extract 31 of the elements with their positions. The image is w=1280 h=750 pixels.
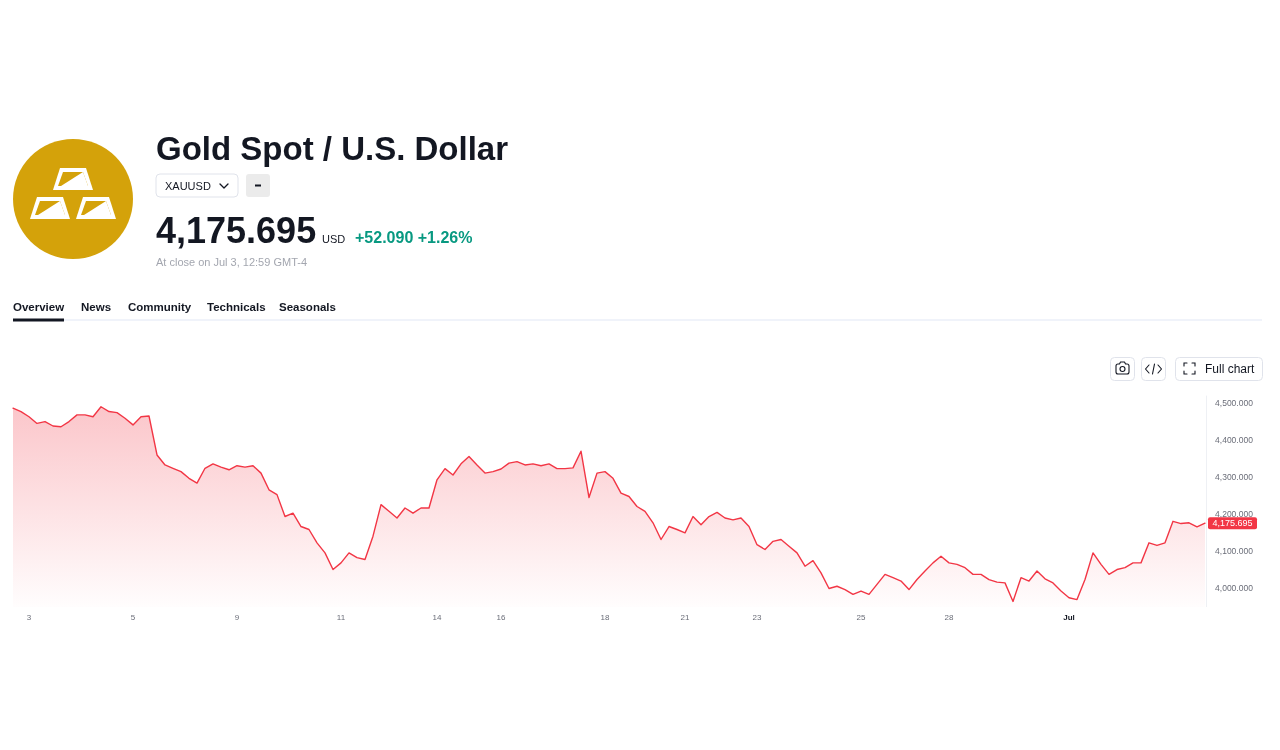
- x-tick-label: 11: [336, 613, 346, 622]
- x-tick-label: 14: [432, 613, 442, 622]
- text: At close on Jul 3, 12:59 GMT-4: [156, 256, 308, 268]
- x-tick-label: 9: [234, 613, 240, 622]
- x-tick-label: 5: [130, 613, 136, 622]
- text: 4,175.695: [156, 210, 317, 251]
- text: Community: [128, 301, 192, 313]
- text: Technicals: [207, 301, 266, 313]
- text: Full chart: [1205, 361, 1256, 376]
- y-tick-label: 4,100.000: [1215, 546, 1254, 557]
- text: News: [81, 301, 112, 313]
- y-tick-label: 4,500.000: [1215, 398, 1254, 409]
- x-tick-label: 23: [752, 613, 762, 622]
- x-tick-label: 3: [26, 613, 32, 622]
- x-tick-label: 16: [496, 613, 506, 622]
- x-tick-label: 21: [680, 613, 690, 622]
- x-tick-label: Jul: [1063, 613, 1075, 622]
- text: 4,175.695: [1212, 518, 1253, 529]
- text: USD: [322, 233, 346, 245]
- y-tick-label: 4,000.000: [1215, 583, 1254, 594]
- y-tick-label: 4,200.000: [1215, 509, 1254, 520]
- text: +52.090 +1.26%: [355, 229, 473, 246]
- x-tick-label: 28: [944, 613, 954, 622]
- x-tick-label: 18: [600, 613, 610, 622]
- text: Seasonals: [279, 301, 336, 313]
- chart-title: Gold Spot / U.S. Dollar: [156, 130, 509, 167]
- x-tick-label: 25: [856, 613, 866, 622]
- chart-subtitle: XAUUSD: [165, 179, 211, 192]
- y-tick-label: 4,400.000: [1215, 435, 1254, 446]
- text: Overview: [13, 301, 65, 313]
- y-tick-label: 4,300.000: [1215, 472, 1254, 483]
